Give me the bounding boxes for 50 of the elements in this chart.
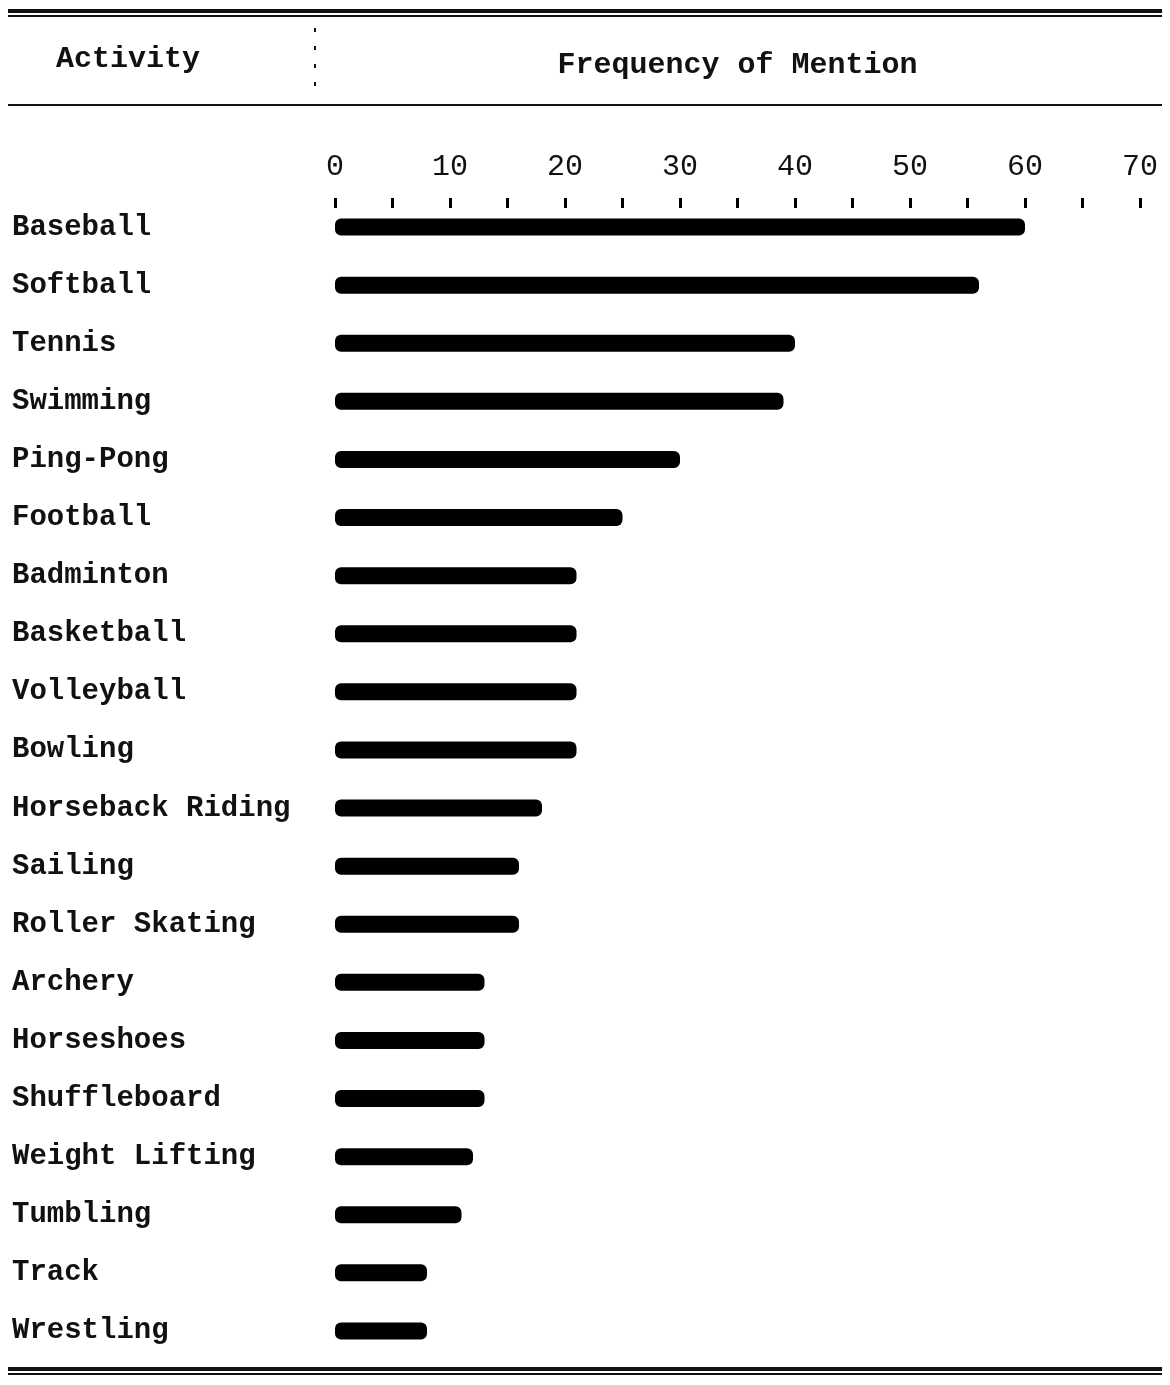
bar (335, 218, 1025, 236)
x-tick-label: 30 (661, 150, 699, 184)
bar (335, 915, 519, 933)
bar (335, 392, 784, 410)
y-tick-label: Basketball (12, 617, 187, 651)
y-tick-label: Volleyball (12, 675, 187, 709)
bar (335, 625, 577, 643)
y-tick-label: Weight Lifting (12, 1140, 256, 1174)
bar (335, 857, 519, 875)
y-axis-title: Activity (56, 42, 201, 76)
x-tick-label: 0 (325, 150, 345, 184)
bar (335, 683, 577, 701)
y-tick-label: Archery (12, 965, 134, 999)
y-tick-label: Tumbling (12, 1198, 152, 1232)
x-tick-label: 20 (546, 150, 584, 184)
y-tick-label: Softball (12, 268, 152, 302)
bar (335, 741, 577, 759)
bar (335, 1031, 485, 1049)
y-tick-label: Horseback Riding (12, 791, 291, 825)
x-tick-label: 10 (431, 150, 469, 184)
bar (335, 1206, 462, 1224)
bar (335, 799, 542, 817)
y-tick-label: Horseshoes (12, 1023, 187, 1057)
x-tick-label: 50 (891, 150, 929, 184)
bar (335, 276, 979, 294)
y-tick-label: Sailing (12, 849, 134, 883)
bar (335, 973, 485, 991)
y-tick-label: Track (12, 1256, 100, 1290)
bar (335, 334, 795, 352)
y-tick-label: Shuffleboard (12, 1082, 221, 1116)
bar (335, 567, 577, 585)
bar (335, 509, 623, 527)
bar (335, 1322, 427, 1340)
bar (335, 1148, 473, 1166)
x-tick-label: 70 (1121, 150, 1159, 184)
y-tick-label: Tennis (12, 326, 117, 360)
y-tick-label: Football (12, 501, 152, 535)
x-tick-label: 60 (1006, 150, 1044, 184)
y-tick-label: Roller Skating (12, 907, 256, 941)
y-tick-label: Ping-Pong (12, 442, 169, 476)
y-tick-label: Baseball (12, 210, 152, 244)
y-tick-label: Badminton (12, 559, 169, 593)
y-tick-label: Wrestling (12, 1314, 169, 1348)
y-tick-label: Bowling (12, 733, 134, 767)
bar (335, 450, 680, 468)
bar (335, 1090, 485, 1108)
x-axis-title: Frequency of Mention (557, 48, 918, 82)
x-tick-label: 40 (776, 150, 814, 184)
bar (335, 1264, 427, 1282)
y-tick-label: Swimming (12, 384, 152, 418)
